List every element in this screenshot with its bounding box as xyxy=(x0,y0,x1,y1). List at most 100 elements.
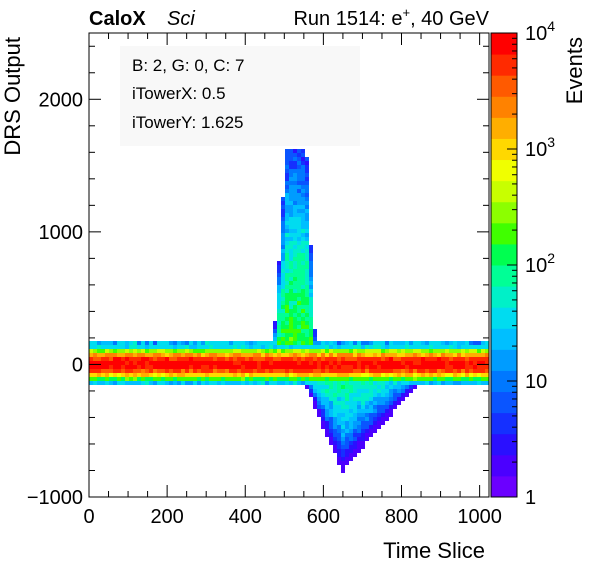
heatmap-cell xyxy=(149,369,153,373)
heatmap-cell xyxy=(353,381,357,385)
heatmap-cell xyxy=(345,445,349,449)
heatmap-cell xyxy=(325,389,329,393)
heatmap-cell xyxy=(181,377,185,381)
heatmap-cell xyxy=(301,285,305,289)
heatmap-cell xyxy=(305,161,309,165)
heatmap-cell xyxy=(381,381,385,385)
heatmap-cell xyxy=(465,361,469,365)
heatmap-cell xyxy=(285,373,289,377)
heatmap-cell xyxy=(129,361,133,365)
heatmap-cell xyxy=(145,377,149,381)
colorbar-segment xyxy=(491,265,517,287)
heatmap-cell xyxy=(145,381,149,385)
heatmap-cell xyxy=(357,361,361,365)
heatmap-cell xyxy=(113,381,117,385)
heatmap-cell xyxy=(373,409,377,413)
heatmap-cell xyxy=(385,381,389,385)
heatmap-cell xyxy=(289,341,293,345)
heatmap-cell xyxy=(413,385,417,389)
heatmap-cell xyxy=(145,361,149,365)
heatmap-cell xyxy=(337,365,341,369)
heatmap-cell xyxy=(201,381,205,385)
heatmap-cell xyxy=(197,373,201,377)
heatmap-cell xyxy=(177,377,181,381)
heatmap-cell xyxy=(201,361,205,365)
heatmap-cell xyxy=(381,421,385,425)
heatmap-cell xyxy=(453,357,457,361)
heatmap-cell xyxy=(349,445,353,449)
heatmap-cell xyxy=(365,433,369,437)
heatmap-cell xyxy=(333,417,337,421)
heatmap-cell xyxy=(301,313,305,317)
heatmap-cell xyxy=(397,341,401,345)
heatmap-cell xyxy=(185,369,189,373)
heatmap-cell xyxy=(137,349,141,353)
heatmap-cell xyxy=(169,377,173,381)
heatmap-cell xyxy=(181,349,185,353)
heatmap-cell xyxy=(385,397,389,401)
heatmap-cell xyxy=(309,337,313,341)
heatmap-cell xyxy=(461,377,465,381)
heatmap-cell xyxy=(313,365,317,369)
heatmap-cell xyxy=(457,369,461,373)
heatmap-cell xyxy=(421,353,425,357)
heatmap-cell xyxy=(445,381,449,385)
heatmap-cell xyxy=(369,405,373,409)
heatmap-cell xyxy=(317,393,321,397)
heatmap-cell xyxy=(109,353,113,357)
heatmap-cell xyxy=(329,437,333,441)
heatmap-cell xyxy=(365,417,369,421)
heatmap-cell xyxy=(285,325,289,329)
heatmap-cell xyxy=(437,377,441,381)
heatmap-cell xyxy=(305,329,309,333)
heatmap-cell xyxy=(185,381,189,385)
heatmap-cell xyxy=(409,353,413,357)
heatmap-cell xyxy=(341,421,345,425)
heatmap-cell xyxy=(141,373,145,377)
heatmap-cell xyxy=(205,369,209,373)
heatmap-cell xyxy=(305,301,309,305)
heatmap-cell xyxy=(289,165,293,169)
heatmap-cell xyxy=(481,353,485,357)
heatmap-cell xyxy=(405,393,409,397)
heatmap-cell xyxy=(369,381,373,385)
heatmap-cell xyxy=(101,357,105,361)
heatmap-cell xyxy=(213,341,217,345)
heatmap-cell xyxy=(461,369,465,373)
heatmap-cell xyxy=(345,457,349,461)
heatmap-cell xyxy=(481,381,485,385)
heatmap-cell xyxy=(357,345,361,349)
heatmap-cell xyxy=(289,357,293,361)
heatmap-cell xyxy=(145,357,149,361)
heatmap-cell xyxy=(457,349,461,353)
heatmap-cell xyxy=(361,417,365,421)
heatmap-cell xyxy=(373,373,377,377)
heatmap-cell xyxy=(157,377,161,381)
heatmap-cell xyxy=(109,361,113,365)
heatmap-cell xyxy=(337,361,341,365)
heatmap-cell xyxy=(345,349,349,353)
heatmap-cell xyxy=(413,353,417,357)
heatmap-cell xyxy=(369,341,373,345)
heatmap-cell xyxy=(397,389,401,393)
heatmap-cell xyxy=(109,369,113,373)
heatmap-cell xyxy=(337,353,341,357)
heatmap-cell xyxy=(361,445,365,449)
heatmap-cell xyxy=(293,165,297,169)
heatmap-cell xyxy=(429,349,433,353)
heatmap-cell xyxy=(469,341,473,345)
heatmap-cell xyxy=(301,197,305,201)
heatmap-cell xyxy=(289,329,293,333)
heatmap-cell xyxy=(293,377,297,381)
heatmap-cell xyxy=(309,297,313,301)
heatmap-cell xyxy=(281,201,285,205)
heatmap-cell xyxy=(97,349,101,353)
heatmap-cell xyxy=(329,401,333,405)
heatmap-cell xyxy=(289,349,293,353)
heatmap-cell xyxy=(305,241,309,245)
heatmap-cell xyxy=(181,369,185,373)
heatmap-cell xyxy=(345,417,349,421)
heatmap-cell xyxy=(125,365,129,369)
heatmap-cell xyxy=(373,361,377,365)
heatmap-cell xyxy=(353,413,357,417)
